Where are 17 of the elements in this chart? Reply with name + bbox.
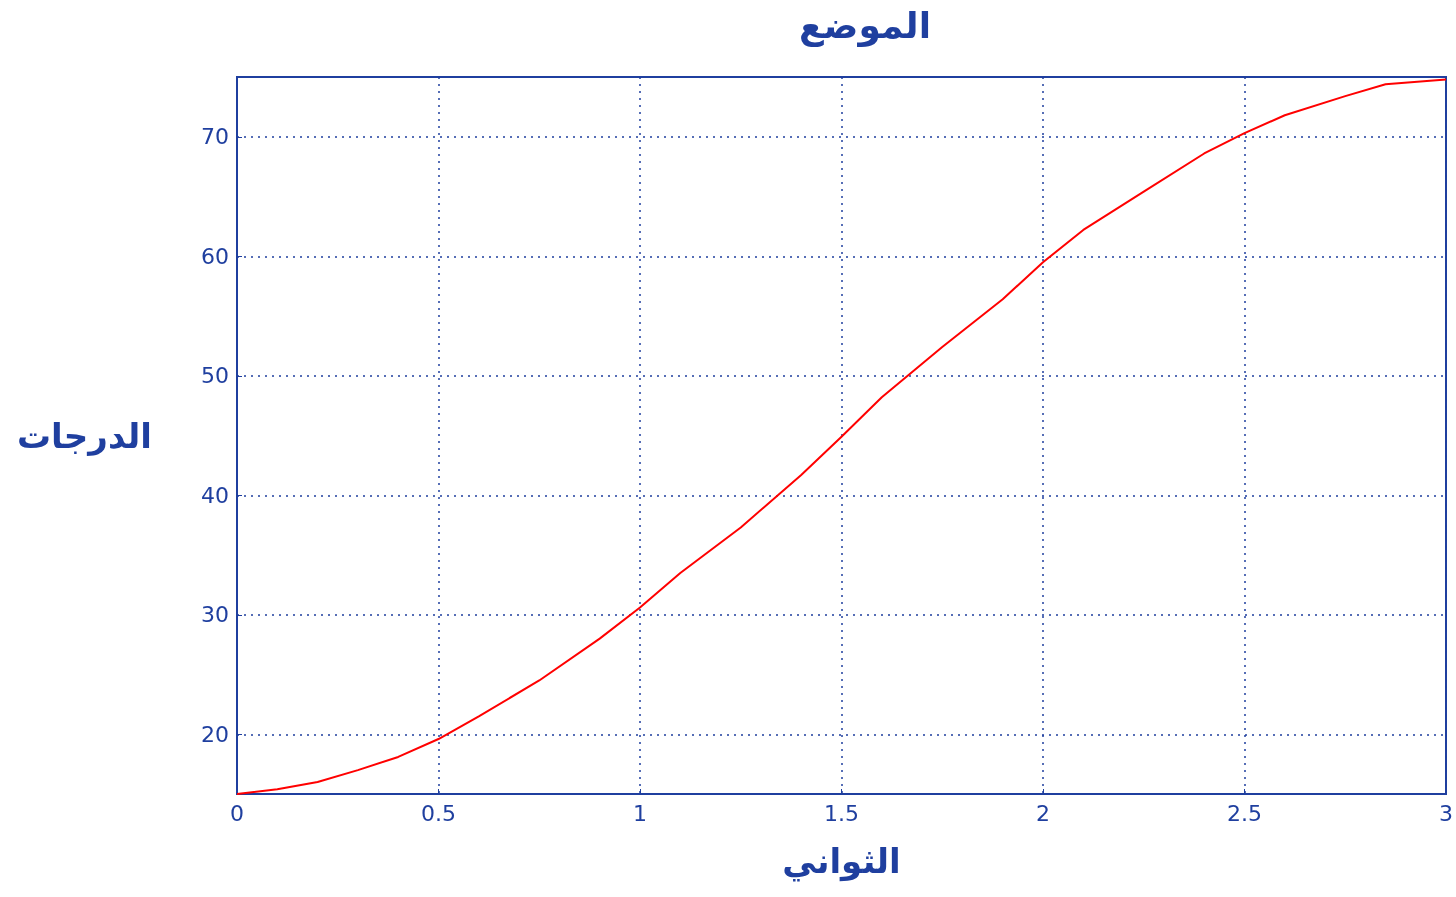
y-tick-label: 30 bbox=[201, 602, 229, 628]
x-tick-label: 1 bbox=[633, 800, 647, 826]
x-tick-label: 2 bbox=[1036, 800, 1050, 826]
y-tick-label: 40 bbox=[201, 482, 229, 508]
x-tick-label: 0 bbox=[230, 800, 244, 826]
y-tick-label: 60 bbox=[201, 243, 229, 269]
y-tick-label: 70 bbox=[201, 124, 229, 150]
y-axis-title: الدرجات bbox=[16, 415, 152, 456]
x-tick-label: 1.5 bbox=[824, 800, 859, 826]
x-tick-label: 3 bbox=[1439, 800, 1453, 826]
y-tick-label: 20 bbox=[201, 721, 229, 747]
line-series bbox=[236, 78, 1447, 795]
x-tick-label: 2.5 bbox=[1227, 800, 1262, 826]
x-axis-title: الثواني bbox=[782, 841, 901, 882]
x-tick-label: 0.5 bbox=[421, 800, 456, 826]
chart-title: الموضع bbox=[799, 4, 931, 47]
y-tick-label: 50 bbox=[201, 363, 229, 389]
